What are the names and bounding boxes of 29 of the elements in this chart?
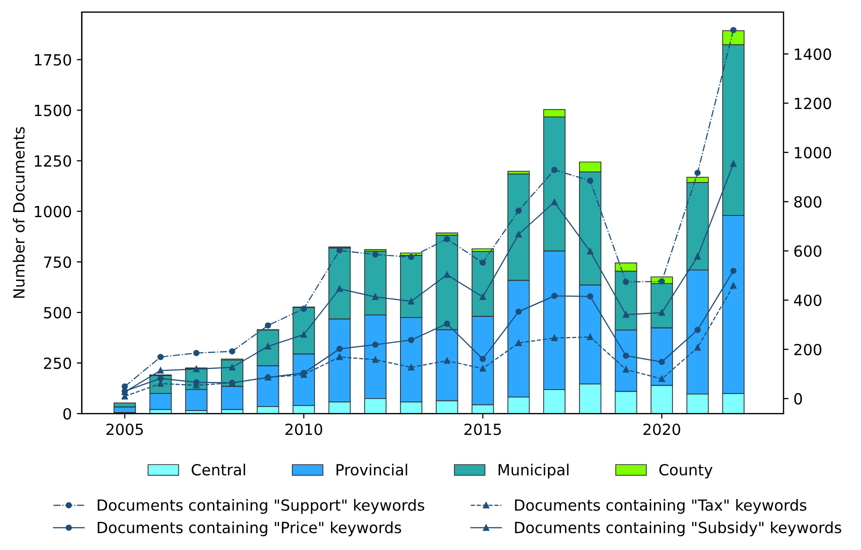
legend-label: Documents containing "Subsidy" keywords [515,521,842,536]
y-tick-label: 1250 [34,155,72,167]
y2-tick-label: 400 [794,294,822,306]
y2-tick-label: 600 [794,245,822,257]
legend-label: Central [192,464,246,476]
x-tick-label: 2005 [106,424,143,436]
y2-tick-label: 0 [794,393,802,405]
legend-label: Provincial [336,464,408,476]
legend-label: Documents containing "Support" keywords [98,499,424,514]
legend-label: County [659,464,712,478]
y-tick-label: 1750 [34,54,72,66]
legend-label: Documents containing "Tax" keywords [515,499,806,514]
legend-label: Documents containing "Price" keywords [98,521,402,536]
y-tick-label: 250 [44,358,72,370]
y-tick-label: 500 [44,306,72,318]
y-tick-label: 1500 [34,104,72,116]
y2-tick-label: 200 [794,344,822,356]
y-tick-label: 1000 [34,206,72,218]
x-tick-label: 2015 [464,424,501,436]
y2-tick-label: 1400 [794,48,832,60]
x-tick-label: 2020 [643,424,680,436]
x-tick-label: 2010 [285,424,322,436]
y2-tick-label: 1200 [794,98,832,110]
y2-tick-label: 800 [794,196,822,208]
y-axis-title: Number of Documents [12,127,25,298]
y2-tick-label: 1000 [794,146,832,158]
y-tick-label: 750 [44,256,72,268]
legend-label: Municipal [498,464,568,478]
y-tick-label: 0 [63,408,72,420]
